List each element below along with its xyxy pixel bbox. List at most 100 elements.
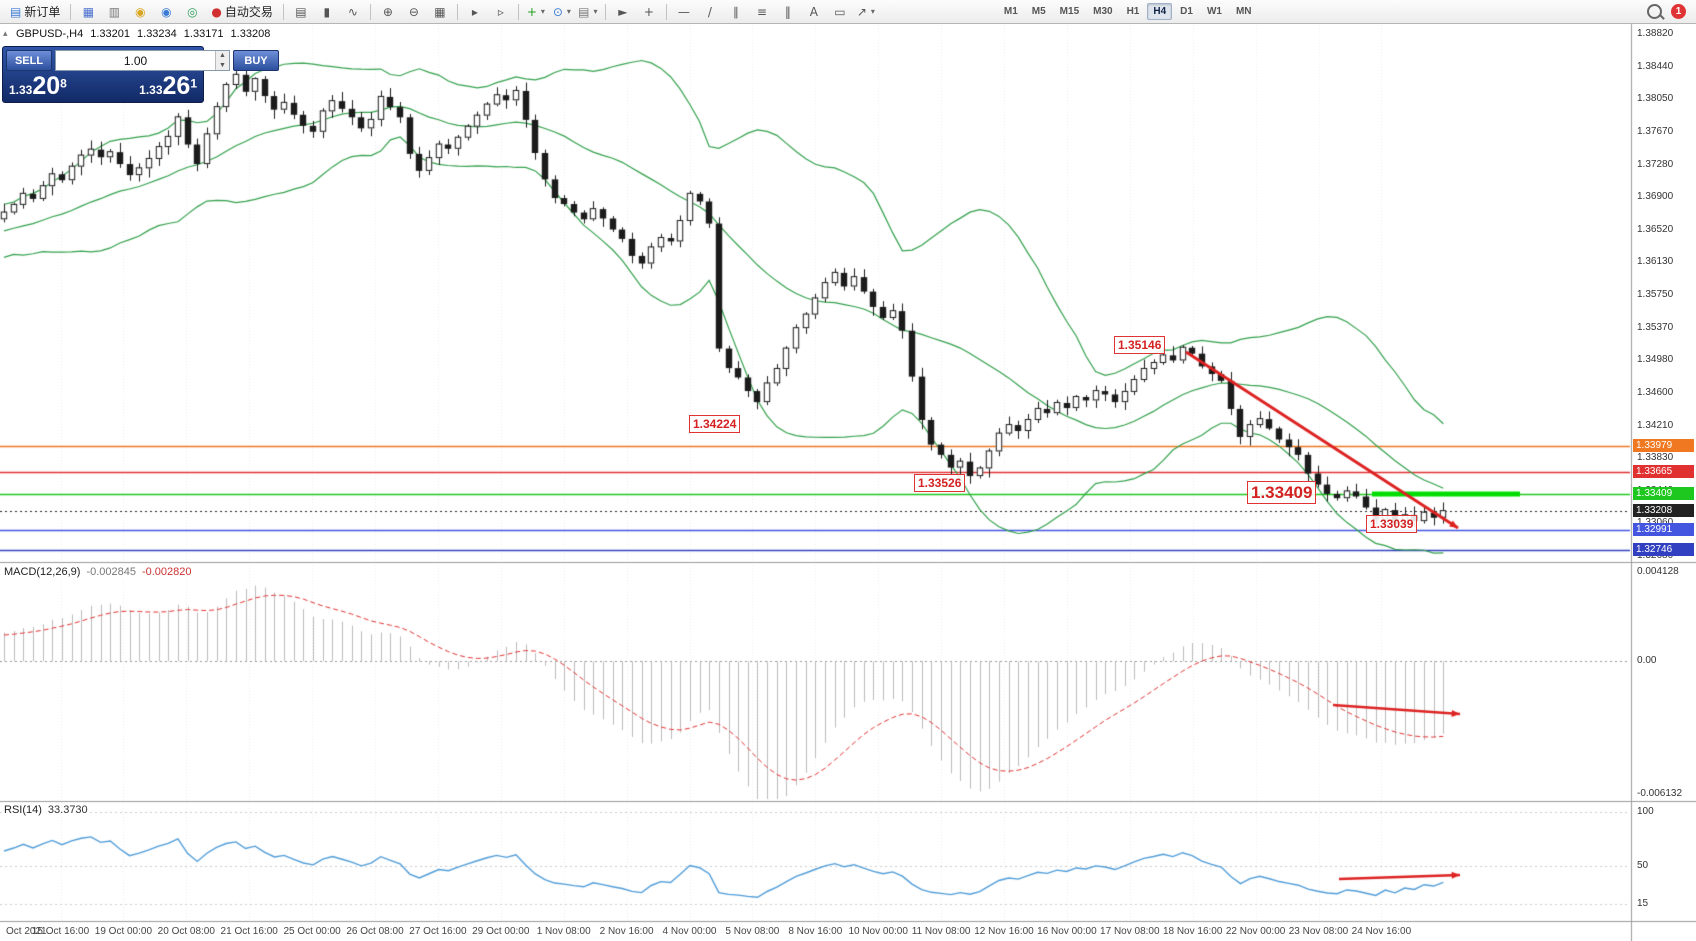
timeframe-m5-button[interactable]: M5 — [1031, 6, 1046, 17]
toolbar-separator — [665, 3, 667, 20]
label-icon-icon: ▭ — [834, 4, 846, 19]
help-icon[interactable]: ◎ — [179, 2, 205, 22]
auto-scroll-icon[interactable]: ▸ — [462, 2, 488, 22]
toolbar-separator — [70, 3, 72, 20]
one-click-trading-panel: SELL ▲ ▼ BUY 1.33208 1.33261 — [2, 46, 279, 103]
zoom-out-icon-icon: ⊖ — [408, 4, 419, 19]
trendline-icon[interactable]: / — [697, 2, 723, 22]
timeframe-toolbar: M1 M5 M15 M30 H1 H4 D1 W1 MN — [997, 3, 1259, 20]
macd-main-value: -0.002845 — [86, 566, 136, 578]
auto-trading-button[interactable]: ● 自动交易 — [205, 2, 279, 22]
buy-button[interactable]: BUY — [233, 50, 279, 71]
toolbar-separator — [456, 3, 458, 20]
timeframe-d1-button[interactable]: D1 — [1180, 6, 1193, 17]
sell-price-display[interactable]: 1.33208 — [9, 73, 67, 99]
timeframe-w1-button[interactable]: W1 — [1206, 6, 1222, 17]
hline-icon[interactable]: — — [671, 2, 697, 22]
symbol-title: GBPUSD-,H4 — [16, 28, 84, 40]
funds-icon[interactable]: ◉ — [127, 2, 153, 22]
rsi-value: 33.3730 — [47, 804, 88, 816]
toolbar-separator — [369, 3, 371, 20]
quotes-icon-icon: ▥ — [108, 4, 121, 19]
toolbar-separator — [282, 3, 284, 20]
sell-price-prefix: 1.33 — [9, 83, 33, 97]
line-chart-mode-icon-icon: ∿ — [347, 4, 358, 19]
cycle-lines-icon[interactable]: ‖ — [775, 2, 801, 22]
zoom-in-icon-icon: ⊕ — [382, 4, 393, 19]
new-order-button-label: 新订单 — [24, 5, 61, 19]
rsi-pane-title: RSI(14) 33.3730 — [2, 804, 90, 816]
community-icon[interactable]: ◉ — [153, 2, 179, 22]
template-icon: ▤ — [578, 4, 590, 19]
timeframe-mn-button[interactable]: MN — [1235, 6, 1252, 17]
bar-chart-mode-icon-icon: ▤ — [295, 4, 307, 19]
auto-trading-icon: ● — [211, 4, 222, 19]
candlestick-mode-icon-icon: ▮ — [323, 4, 331, 19]
channel-icon[interactable]: ∥ — [723, 2, 749, 22]
chart-shift-icon-icon: ▹ — [497, 4, 504, 19]
fibonacci-icon[interactable]: ≡ — [749, 2, 775, 22]
volume-field: ▲ ▼ — [55, 50, 230, 71]
toolbar-separator — [604, 3, 606, 20]
period-button[interactable]: ⊙ ▾ — [549, 2, 575, 22]
tile-windows-icon-icon: ▦ — [434, 4, 446, 19]
zoom-in-icon[interactable]: ⊕ — [375, 2, 401, 22]
toolbar-right: 1 — [1647, 4, 1692, 19]
label-icon[interactable]: ▭ — [827, 2, 853, 22]
sell-button[interactable]: SELL — [6, 50, 52, 71]
timeframe-h1-button[interactable]: H1 — [1126, 6, 1140, 17]
dropdown-arrow-icon[interactable]: ▾ — [593, 7, 598, 16]
macd-pane-title: MACD(12,26,9) -0.002845 -0.002820 — [2, 566, 194, 578]
bar-chart-mode-icon[interactable]: ▤ — [288, 2, 314, 22]
timeframe-h4-button[interactable]: H4 — [1147, 3, 1173, 20]
cycle-lines-icon-icon: ‖ — [784, 4, 791, 19]
dropdown-arrow-icon[interactable]: ▾ — [566, 7, 571, 16]
quotes-icon[interactable]: ▥ — [101, 2, 127, 22]
add-indicator-button[interactable]: + ▾ — [523, 2, 549, 22]
crosshair-icon[interactable]: + — [636, 2, 662, 22]
search-icon[interactable] — [1647, 4, 1662, 19]
notification-badge[interactable]: 1 — [1671, 4, 1686, 19]
trendline-icon-icon: / — [707, 4, 712, 19]
panel-collapse-icon[interactable]: ▴ — [3, 28, 8, 38]
fibonacci-icon-icon: ≡ — [756, 4, 767, 19]
funds-icon-icon: ◉ — [135, 4, 146, 19]
shapes-button[interactable]: ↗ ▾ — [853, 2, 879, 22]
timeframe-m30-button[interactable]: M30 — [1093, 6, 1113, 17]
charts-icon-icon: ▦ — [82, 4, 95, 19]
volume-down-button[interactable]: ▼ — [216, 60, 229, 70]
dropdown-arrow-icon[interactable]: ▾ — [540, 7, 545, 16]
auto-trading-button-label: 自动交易 — [224, 5, 273, 19]
community-icon-icon: ◉ — [161, 4, 172, 19]
chart-shift-icon[interactable]: ▹ — [488, 2, 514, 22]
help-icon-icon: ◎ — [187, 4, 198, 19]
toolbar: ▤ 新订单 ▦ ▥ ◉ ◉ ◎ ● 自动交易 ▤ ▮ ∿ ⊕ ⊖ ▦ ▸ ▹ + ▾ ⊙ ▾ ▤ ▾ ► + — / ∥ ≡ ‖ A ▭ ↗ ▾ … — [0, 0, 1696, 24]
tile-windows-icon[interactable]: ▦ — [427, 2, 453, 22]
add-indicator-icon: + — [526, 4, 537, 19]
candlestick-mode-icon[interactable]: ▮ — [314, 2, 340, 22]
ohlc-low: 1.33171 — [183, 28, 224, 40]
chart-symbol-info: GBPUSD-,H4 1.33201 1.33234 1.33171 1.33208 — [16, 28, 277, 40]
macd-signal-value: -0.002820 — [141, 566, 192, 578]
macd-title-text: MACD(12,26,9) — [4, 566, 81, 578]
charts-icon[interactable]: ▦ — [75, 2, 101, 22]
timeframe-m15-button[interactable]: M15 — [1059, 6, 1080, 17]
new-order-button[interactable]: ▤ 新订单 — [4, 2, 66, 22]
ohlc-close: 1.33208 — [230, 28, 271, 40]
volume-input[interactable] — [56, 51, 215, 70]
buy-price-display[interactable]: 1.33261 — [139, 73, 197, 99]
buy-price-prefix: 1.33 — [139, 83, 163, 97]
zoom-out-icon[interactable]: ⊖ — [401, 2, 427, 22]
sell-price-point: 8 — [60, 76, 67, 91]
template-button[interactable]: ▤ ▾ — [575, 2, 601, 22]
volume-spinner: ▲ ▼ — [215, 51, 229, 70]
timeframe-m1-button[interactable]: M1 — [1003, 6, 1018, 17]
volume-up-button[interactable]: ▲ — [216, 51, 229, 61]
cursor-icon[interactable]: ► — [610, 2, 636, 22]
text-icon[interactable]: A — [801, 2, 827, 22]
hline-icon-icon: — — [677, 4, 690, 19]
line-chart-mode-icon[interactable]: ∿ — [340, 2, 366, 22]
text-icon-icon: A — [809, 4, 818, 19]
dropdown-arrow-icon[interactable]: ▾ — [870, 7, 875, 16]
